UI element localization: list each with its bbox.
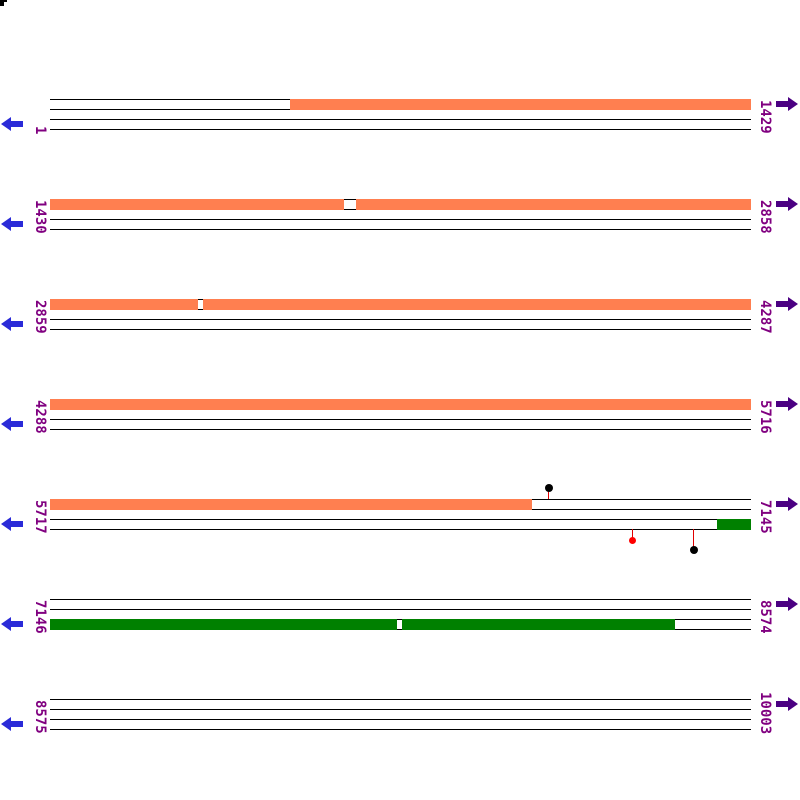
scroll-left-button[interactable]	[1, 216, 23, 232]
scroll-left-button[interactable]	[1, 516, 23, 532]
end-coordinate-label: 5716	[757, 349, 773, 434]
arrow-left-icon	[1, 217, 23, 231]
arrow-right-icon	[776, 397, 798, 411]
end-coordinate-label: 7145	[757, 449, 773, 534]
forward-strand-feature[interactable]	[203, 299, 751, 310]
track-line	[50, 419, 751, 421]
forward-strand-feature[interactable]	[50, 299, 198, 310]
arrow-right-icon	[776, 597, 798, 611]
start-coordinate-text: 8575	[32, 700, 48, 734]
track-line	[50, 129, 751, 131]
sequence-row: 1430 2858	[0, 149, 800, 249]
forward-strand-feature[interactable]	[50, 399, 751, 410]
track-line	[50, 329, 751, 331]
start-coordinate-text: 7146	[32, 600, 48, 634]
scroll-right-button[interactable]	[776, 396, 798, 412]
arrow-left-icon	[1, 317, 23, 331]
track-line	[50, 319, 751, 321]
arrow-left-icon	[1, 417, 23, 431]
track-line	[50, 599, 751, 601]
marker-dot[interactable]	[689, 546, 698, 554]
sequence-row: 8575 10003	[0, 649, 800, 749]
scroll-right-button[interactable]	[776, 696, 798, 712]
track-line	[50, 229, 751, 231]
arrow-left-icon	[1, 517, 23, 531]
track-line	[50, 529, 751, 531]
forward-strand-feature[interactable]	[290, 99, 751, 110]
track-line	[50, 719, 751, 721]
marker-dot[interactable]	[544, 484, 553, 492]
arrow-right-icon	[776, 697, 798, 711]
start-coordinate-label: 8575	[32, 649, 48, 734]
scroll-left-button[interactable]	[1, 716, 23, 732]
start-coordinate-text: 4288	[32, 400, 48, 434]
track-line	[50, 709, 751, 711]
track-line	[50, 609, 751, 611]
track-line	[50, 429, 751, 431]
end-coordinate-label: 8574	[757, 549, 773, 634]
end-coordinate-text: 4287	[757, 300, 773, 334]
arrow-left-icon	[1, 117, 23, 131]
start-coordinate-label: 7146	[32, 549, 48, 634]
sequence-row: 4288 5716	[0, 349, 800, 449]
end-coordinate-text: 1429	[757, 100, 773, 134]
arrow-left-icon	[1, 617, 23, 631]
end-coordinate-label: 4287	[757, 249, 773, 334]
start-coordinate-text: 1430	[32, 200, 48, 234]
end-coordinate-text: 10003	[757, 691, 773, 734]
scroll-right-button[interactable]	[776, 496, 798, 512]
end-coordinate-text: 5716	[757, 400, 773, 434]
reverse-strand-feature[interactable]	[50, 619, 397, 630]
arrow-right-icon	[776, 297, 798, 311]
reverse-strand-feature[interactable]	[717, 519, 751, 530]
end-coordinate-text: 8574	[757, 600, 773, 634]
reverse-strand-feature[interactable]	[402, 619, 675, 630]
start-coordinate-text: 2859	[32, 300, 48, 334]
end-coordinate-label: 2858	[757, 149, 773, 234]
scroll-right-button[interactable]	[776, 196, 798, 212]
track-line	[50, 219, 751, 221]
start-coordinate-text: 1	[32, 125, 48, 134]
marker-dot[interactable]	[629, 536, 637, 544]
track-line	[50, 629, 751, 631]
track-line	[50, 119, 751, 121]
scroll-left-button[interactable]	[1, 416, 23, 432]
arrow-right-icon	[776, 197, 798, 211]
start-coordinate-label: 2859	[32, 249, 48, 334]
sequence-row: 2859 4287	[0, 249, 800, 349]
track-line	[50, 619, 751, 621]
sequence-row: 7146 8574	[0, 549, 800, 649]
scroll-right-button[interactable]	[776, 96, 798, 112]
start-coordinate-label: 4288	[32, 349, 48, 434]
scroll-right-button[interactable]	[776, 596, 798, 612]
scroll-left-button[interactable]	[1, 116, 23, 132]
arrow-left-icon	[1, 717, 23, 731]
end-coordinate-text: 7145	[757, 500, 773, 534]
forward-strand-feature[interactable]	[356, 199, 751, 210]
scroll-left-button[interactable]	[1, 316, 23, 332]
marker-stem	[548, 488, 550, 499]
forward-strand-feature[interactable]	[50, 199, 344, 210]
forward-strand-feature[interactable]	[50, 499, 532, 510]
end-coordinate-text: 2858	[757, 200, 773, 234]
end-coordinate-label: 10003	[757, 649, 773, 734]
clipped-text-artifact	[0, 0, 7, 6]
scroll-left-button[interactable]	[1, 616, 23, 632]
arrow-right-icon	[776, 497, 798, 511]
start-coordinate-label: 1430	[32, 149, 48, 234]
sequence-row: 1 1429	[0, 49, 800, 149]
track-line	[50, 519, 751, 521]
start-coordinate-label: 5717	[32, 449, 48, 534]
marker-stem	[632, 529, 634, 540]
arrow-right-icon	[776, 97, 798, 111]
start-coordinate-label: 1	[32, 49, 48, 134]
scroll-right-button[interactable]	[776, 296, 798, 312]
start-coordinate-text: 5717	[32, 500, 48, 534]
end-coordinate-label: 1429	[757, 49, 773, 134]
track-line	[50, 699, 751, 701]
track-line	[50, 729, 751, 731]
sequence-row: 5717 7145	[0, 449, 800, 554]
marker-stem	[693, 529, 695, 550]
